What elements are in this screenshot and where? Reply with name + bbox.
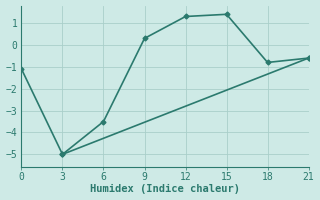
X-axis label: Humidex (Indice chaleur): Humidex (Indice chaleur) — [90, 184, 240, 194]
